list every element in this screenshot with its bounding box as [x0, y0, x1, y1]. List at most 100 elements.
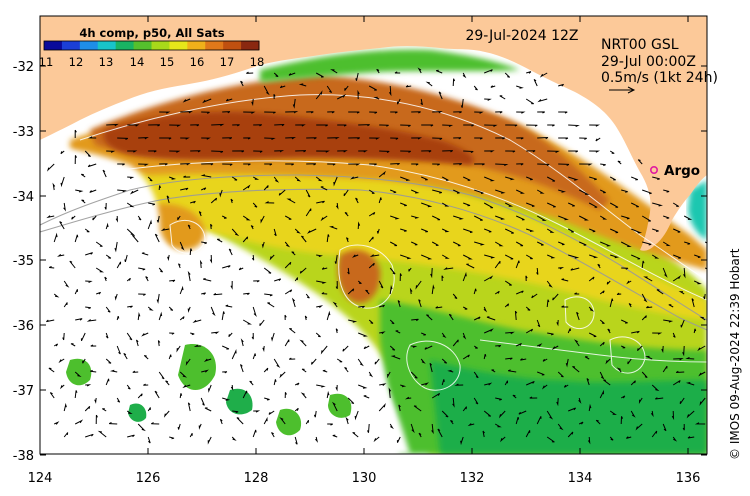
current-arrow	[85, 433, 94, 438]
current-arrow	[147, 219, 152, 230]
current-arrow	[526, 202, 535, 207]
current-arrow	[584, 356, 590, 360]
current-arrow	[352, 432, 359, 438]
current-arrow	[143, 355, 149, 360]
current-arrow	[512, 394, 517, 399]
current-arrow	[431, 241, 439, 246]
current-arrow	[557, 371, 564, 378]
current-arrow	[350, 176, 359, 180]
current-arrow	[182, 98, 191, 103]
current-arrow	[483, 202, 494, 209]
current-arrow	[482, 430, 485, 438]
current-arrow	[609, 436, 614, 441]
colorbar-swatch	[169, 41, 188, 50]
current-arrow	[474, 137, 483, 140]
current-arrow	[421, 124, 434, 127]
current-arrow	[84, 150, 91, 157]
current-arrow	[201, 111, 210, 114]
current-arrow	[652, 332, 663, 335]
current-arrow	[483, 353, 487, 360]
current-arrow	[536, 267, 539, 275]
colorbar-swatch	[205, 41, 224, 50]
current-arrow	[294, 176, 302, 182]
current-arrow	[441, 202, 450, 207]
current-arrow	[483, 410, 492, 417]
current-arrow	[95, 414, 98, 425]
current-arrow	[525, 430, 531, 438]
x-tick-label: 124	[28, 471, 53, 486]
current-arrow	[607, 328, 611, 334]
current-arrow	[74, 289, 78, 295]
current-arrow	[631, 228, 643, 234]
current-arrow	[460, 98, 464, 108]
current-arrow	[211, 331, 220, 335]
current-arrow	[123, 352, 128, 360]
y-tick-label: -37	[13, 384, 34, 399]
current-arrow	[190, 150, 201, 153]
current-arrow	[557, 423, 564, 431]
current-arrow	[232, 410, 239, 414]
current-arrow	[626, 280, 632, 285]
current-arrow	[106, 150, 116, 153]
current-arrow	[641, 260, 645, 269]
current-arrow	[336, 94, 347, 100]
current-arrow	[63, 202, 66, 212]
current-arrow	[53, 232, 58, 243]
current-arrow	[570, 267, 580, 271]
current-arrow	[697, 345, 706, 352]
current-arrow	[109, 369, 118, 373]
current-arrow	[179, 285, 184, 295]
current-arrow	[187, 306, 191, 313]
current-arrow	[335, 280, 338, 290]
current-arrow	[116, 315, 120, 321]
current-arrow	[71, 215, 76, 220]
colorbar-swatch	[44, 41, 63, 50]
current-arrow	[473, 397, 479, 405]
current-arrow	[368, 211, 376, 217]
y-tick-label: -38	[13, 449, 34, 464]
current-arrow	[300, 392, 307, 399]
current-arrow	[231, 348, 237, 360]
current-arrow	[85, 306, 91, 310]
current-arrow	[60, 176, 65, 188]
current-arrow	[284, 339, 290, 347]
current-arrow	[74, 390, 78, 399]
current-arrow	[343, 189, 349, 197]
current-arrow	[505, 150, 516, 153]
current-arrow	[678, 291, 685, 295]
current-arrow	[454, 383, 464, 386]
current-arrow	[192, 319, 202, 324]
colorbar-swatch	[133, 41, 152, 50]
current-arrow	[603, 379, 611, 386]
current-arrow	[242, 215, 251, 221]
current-arrow	[546, 299, 550, 308]
current-arrow	[263, 85, 270, 96]
current-arrow	[347, 397, 355, 404]
current-arrow	[637, 345, 643, 352]
current-arrow	[421, 150, 432, 153]
current-arrow	[500, 436, 506, 443]
current-arrow	[106, 123, 119, 127]
current-arrow	[430, 267, 433, 279]
current-arrow	[411, 111, 421, 114]
current-arrow	[378, 197, 382, 204]
current-arrow	[374, 358, 380, 365]
current-arrow	[495, 163, 509, 167]
current-arrow	[286, 198, 296, 204]
current-arrow	[221, 215, 227, 219]
current-arrow	[486, 316, 496, 321]
current-arrow	[452, 78, 456, 87]
current-arrow	[400, 254, 412, 260]
current-arrow	[558, 241, 565, 246]
current-arrow	[525, 254, 533, 260]
current-arrow	[376, 228, 380, 234]
current-arrow	[69, 260, 76, 269]
current-arrow	[595, 137, 601, 142]
current-arrow	[116, 345, 121, 355]
current-arrow	[250, 225, 254, 230]
current-arrow	[264, 397, 270, 401]
current-arrow	[58, 358, 65, 364]
current-arrow	[147, 176, 153, 182]
current-arrow	[335, 202, 339, 210]
current-arrow	[526, 228, 535, 232]
